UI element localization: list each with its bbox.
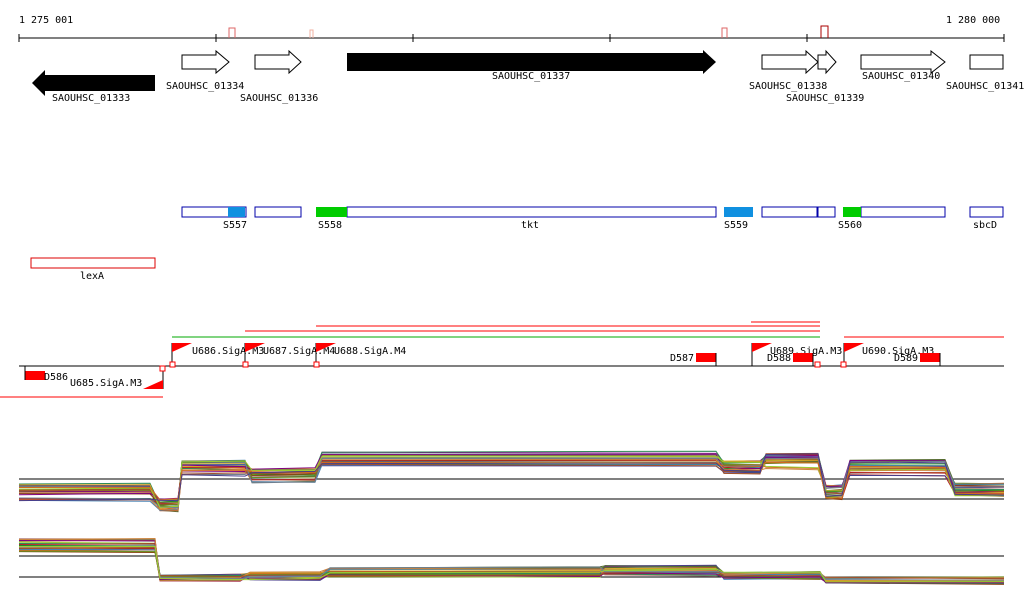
terminator-label: D588 bbox=[767, 353, 791, 364]
profile-line bbox=[18, 545, 1005, 583]
gene-track: SAOUHSC_01333 SAOUHSC_01334 SAOUHSC_0133… bbox=[32, 49, 1024, 104]
promoter-label: U689.SigA.M3 bbox=[770, 346, 842, 357]
promoter-label: U688.SigA.M4 bbox=[334, 346, 406, 357]
feature-s557[interactable]: S557 bbox=[223, 207, 247, 231]
gene-label: SAOUHSC_01334 bbox=[166, 81, 244, 92]
gene-label: SAOUHSC_01333 bbox=[52, 93, 130, 104]
terminator-label: D589 bbox=[894, 353, 918, 364]
ruler-start-label: 1 275 001 bbox=[19, 15, 73, 26]
feature-label-tkt: tkt bbox=[521, 220, 539, 231]
gene-saouhsc-01340[interactable]: SAOUHSC_01340 bbox=[860, 49, 946, 82]
promoter-u687[interactable]: U687.SigA.M4 bbox=[242, 343, 335, 368]
gene-saouhsc-01334[interactable]: SAOUHSC_01334 bbox=[166, 49, 244, 92]
feature-label: S559 bbox=[724, 220, 748, 231]
feature-label-sbcd: sbcD bbox=[973, 220, 997, 231]
feature-track: S557 S558 tkt S559 S560 sbcD bbox=[181, 206, 1004, 231]
terminator-label: D586 bbox=[44, 372, 68, 383]
promoter-u688[interactable]: U688.SigA.M4 bbox=[313, 343, 406, 368]
feature-label: S558 bbox=[318, 220, 342, 231]
gene-label: SAOUHSC_01341 bbox=[946, 81, 1024, 92]
coordinate-ruler: 1 275 001 1 280 000 bbox=[18, 15, 1005, 42]
terminator-d587[interactable]: D587 bbox=[670, 353, 717, 366]
expression-profile-plus bbox=[18, 450, 1005, 513]
gene-saouhsc-01337[interactable]: SAOUHSC_01337 bbox=[347, 50, 716, 82]
gene-saouhsc-01333[interactable]: SAOUHSC_01333 bbox=[32, 70, 155, 104]
terminator-d586[interactable]: D586 bbox=[24, 366, 68, 383]
transcript-track: U686.SigA.M3 U687.SigA.M4 U688.SigA.M4 U… bbox=[0, 321, 1004, 398]
gene-label: SAOUHSC_01339 bbox=[786, 93, 864, 104]
gene-label: SAOUHSC_01338 bbox=[749, 81, 827, 92]
feature-s558[interactable]: S558 bbox=[316, 207, 347, 231]
terminator-label: D587 bbox=[670, 353, 694, 364]
promoter-u685[interactable]: U685.SigA.M3 bbox=[70, 365, 166, 389]
ruler-end-label: 1 280 000 bbox=[946, 15, 1000, 26]
feature-s559[interactable]: S559 bbox=[724, 207, 753, 231]
regulator-lexa[interactable]: lexA bbox=[30, 257, 156, 282]
gene-label: SAOUHSC_01336 bbox=[240, 93, 318, 104]
promoter-u689[interactable]: U689.SigA.M3 bbox=[751, 343, 842, 368]
gene-saouhsc-01339[interactable]: SAOUHSC_01339 bbox=[786, 49, 864, 104]
promoter-label: U690.SigA.M3 bbox=[862, 346, 934, 357]
terminator-d589[interactable]: D589 bbox=[894, 353, 941, 366]
gene-saouhsc-01336[interactable]: SAOUHSC_01336 bbox=[240, 49, 318, 104]
feature-s560[interactable]: S560 bbox=[838, 207, 862, 231]
gene-saouhsc-01341[interactable]: SAOUHSC_01341 bbox=[946, 54, 1024, 92]
gene-saouhsc-01338[interactable]: SAOUHSC_01338 bbox=[749, 49, 827, 92]
profile-line bbox=[18, 537, 1004, 579]
feature-label: S557 bbox=[223, 220, 247, 231]
gene-label: SAOUHSC_01337 bbox=[492, 71, 570, 82]
promoter-label: U686.SigA.M3 bbox=[192, 346, 264, 357]
expression-profile-minus bbox=[18, 537, 1005, 585]
promoter-u686[interactable]: U686.SigA.M3 bbox=[169, 343, 264, 368]
regulator-label: lexA bbox=[80, 271, 104, 282]
terminator-d588[interactable]: D588 bbox=[767, 353, 814, 366]
profile-line bbox=[18, 453, 1005, 502]
promoter-label: U687.SigA.M4 bbox=[263, 346, 335, 357]
profile-line bbox=[18, 546, 1005, 580]
promoter-label: U685.SigA.M3 bbox=[70, 378, 142, 389]
promoter-u690[interactable]: U690.SigA.M3 bbox=[840, 343, 934, 368]
profile-line bbox=[18, 550, 1005, 580]
gene-label: SAOUHSC_01340 bbox=[862, 71, 940, 82]
feature-label: S560 bbox=[838, 220, 862, 231]
